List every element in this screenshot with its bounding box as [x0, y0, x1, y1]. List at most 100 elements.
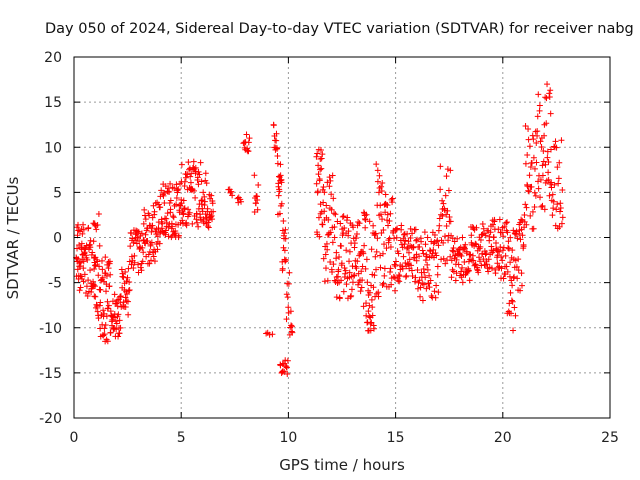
data-point: [385, 222, 392, 229]
data-point: [327, 177, 334, 184]
data-point: [144, 237, 151, 244]
data-point: [255, 182, 262, 189]
data-point: [74, 245, 81, 252]
data-point: [473, 224, 480, 231]
data-point: [394, 225, 401, 232]
data-point: [513, 263, 520, 270]
data-point: [384, 202, 391, 209]
data-point: [391, 261, 398, 268]
data-point: [384, 211, 391, 218]
data-point: [539, 202, 546, 209]
data-point: [387, 269, 394, 276]
data-point: [160, 192, 167, 199]
data-point: [80, 226, 87, 233]
data-point: [125, 265, 132, 272]
data-point: [178, 161, 185, 168]
data-point: [313, 180, 320, 187]
data-point: [375, 189, 382, 196]
data-point: [325, 216, 332, 223]
data-point: [478, 262, 485, 269]
y-tick-label: -20: [39, 411, 62, 427]
data-point: [279, 368, 286, 375]
data-point: [405, 249, 412, 256]
data-point: [106, 283, 113, 290]
data-point: [428, 293, 435, 300]
data-point: [163, 215, 170, 222]
data-point: [528, 183, 535, 190]
data-point: [167, 206, 174, 213]
data-point: [533, 139, 540, 146]
data-point: [75, 221, 82, 228]
data-point: [289, 329, 296, 336]
data-point: [453, 256, 460, 263]
data-point: [482, 232, 489, 239]
data-point: [355, 281, 362, 288]
data-point: [149, 249, 156, 256]
data-point: [443, 211, 450, 218]
data-point: [435, 242, 442, 249]
data-point: [171, 231, 178, 238]
data-point: [535, 91, 542, 98]
data-point: [151, 208, 158, 215]
data-point: [532, 192, 539, 199]
data-point: [113, 326, 120, 333]
data-point: [466, 277, 473, 284]
data-point: [534, 113, 541, 120]
data-point: [438, 256, 445, 263]
data-point: [363, 256, 370, 263]
data-point: [118, 266, 125, 273]
data-point: [337, 220, 344, 227]
data-point: [347, 293, 354, 300]
data-point: [406, 256, 413, 263]
data-point: [381, 241, 388, 248]
data-point: [116, 317, 123, 324]
data-point: [341, 265, 348, 272]
data-point: [195, 181, 202, 188]
data-point: [279, 361, 286, 368]
data-point: [274, 145, 281, 152]
data-point: [274, 153, 281, 160]
data-point: [329, 239, 336, 246]
data-point: [504, 229, 511, 236]
data-point: [183, 222, 190, 229]
data-point: [103, 288, 110, 295]
data-point: [374, 235, 381, 242]
data-point: [283, 256, 290, 263]
data-point: [443, 173, 450, 180]
data-point: [554, 164, 561, 171]
data-point: [81, 271, 88, 278]
data-point: [398, 222, 405, 229]
data-point: [424, 266, 431, 273]
data-point: [137, 232, 144, 239]
data-point: [504, 268, 511, 275]
y-tick-label: -15: [39, 366, 62, 382]
data-point: [126, 278, 133, 285]
data-point: [282, 357, 289, 364]
data-point: [318, 165, 325, 172]
data-point: [95, 210, 102, 217]
data-point: [146, 260, 153, 267]
data-point: [323, 240, 330, 247]
data-point: [358, 268, 365, 275]
data-point: [275, 192, 282, 199]
data-point: [543, 95, 550, 102]
data-point: [341, 224, 348, 231]
data-point: [269, 331, 276, 338]
data-point: [485, 268, 492, 275]
data-point: [202, 177, 209, 184]
data-point: [362, 224, 369, 231]
data-point: [553, 144, 560, 151]
data-point: [169, 223, 176, 230]
data-point: [442, 260, 449, 267]
data-point: [468, 232, 475, 239]
data-point: [197, 214, 204, 221]
data-point: [137, 264, 144, 271]
data-point: [82, 245, 89, 252]
data-point: [193, 210, 200, 217]
data-point: [543, 120, 550, 127]
data-point: [173, 201, 180, 208]
data-point: [283, 316, 290, 323]
data-point: [278, 200, 285, 207]
data-point: [371, 272, 378, 279]
data-point: [379, 180, 386, 187]
